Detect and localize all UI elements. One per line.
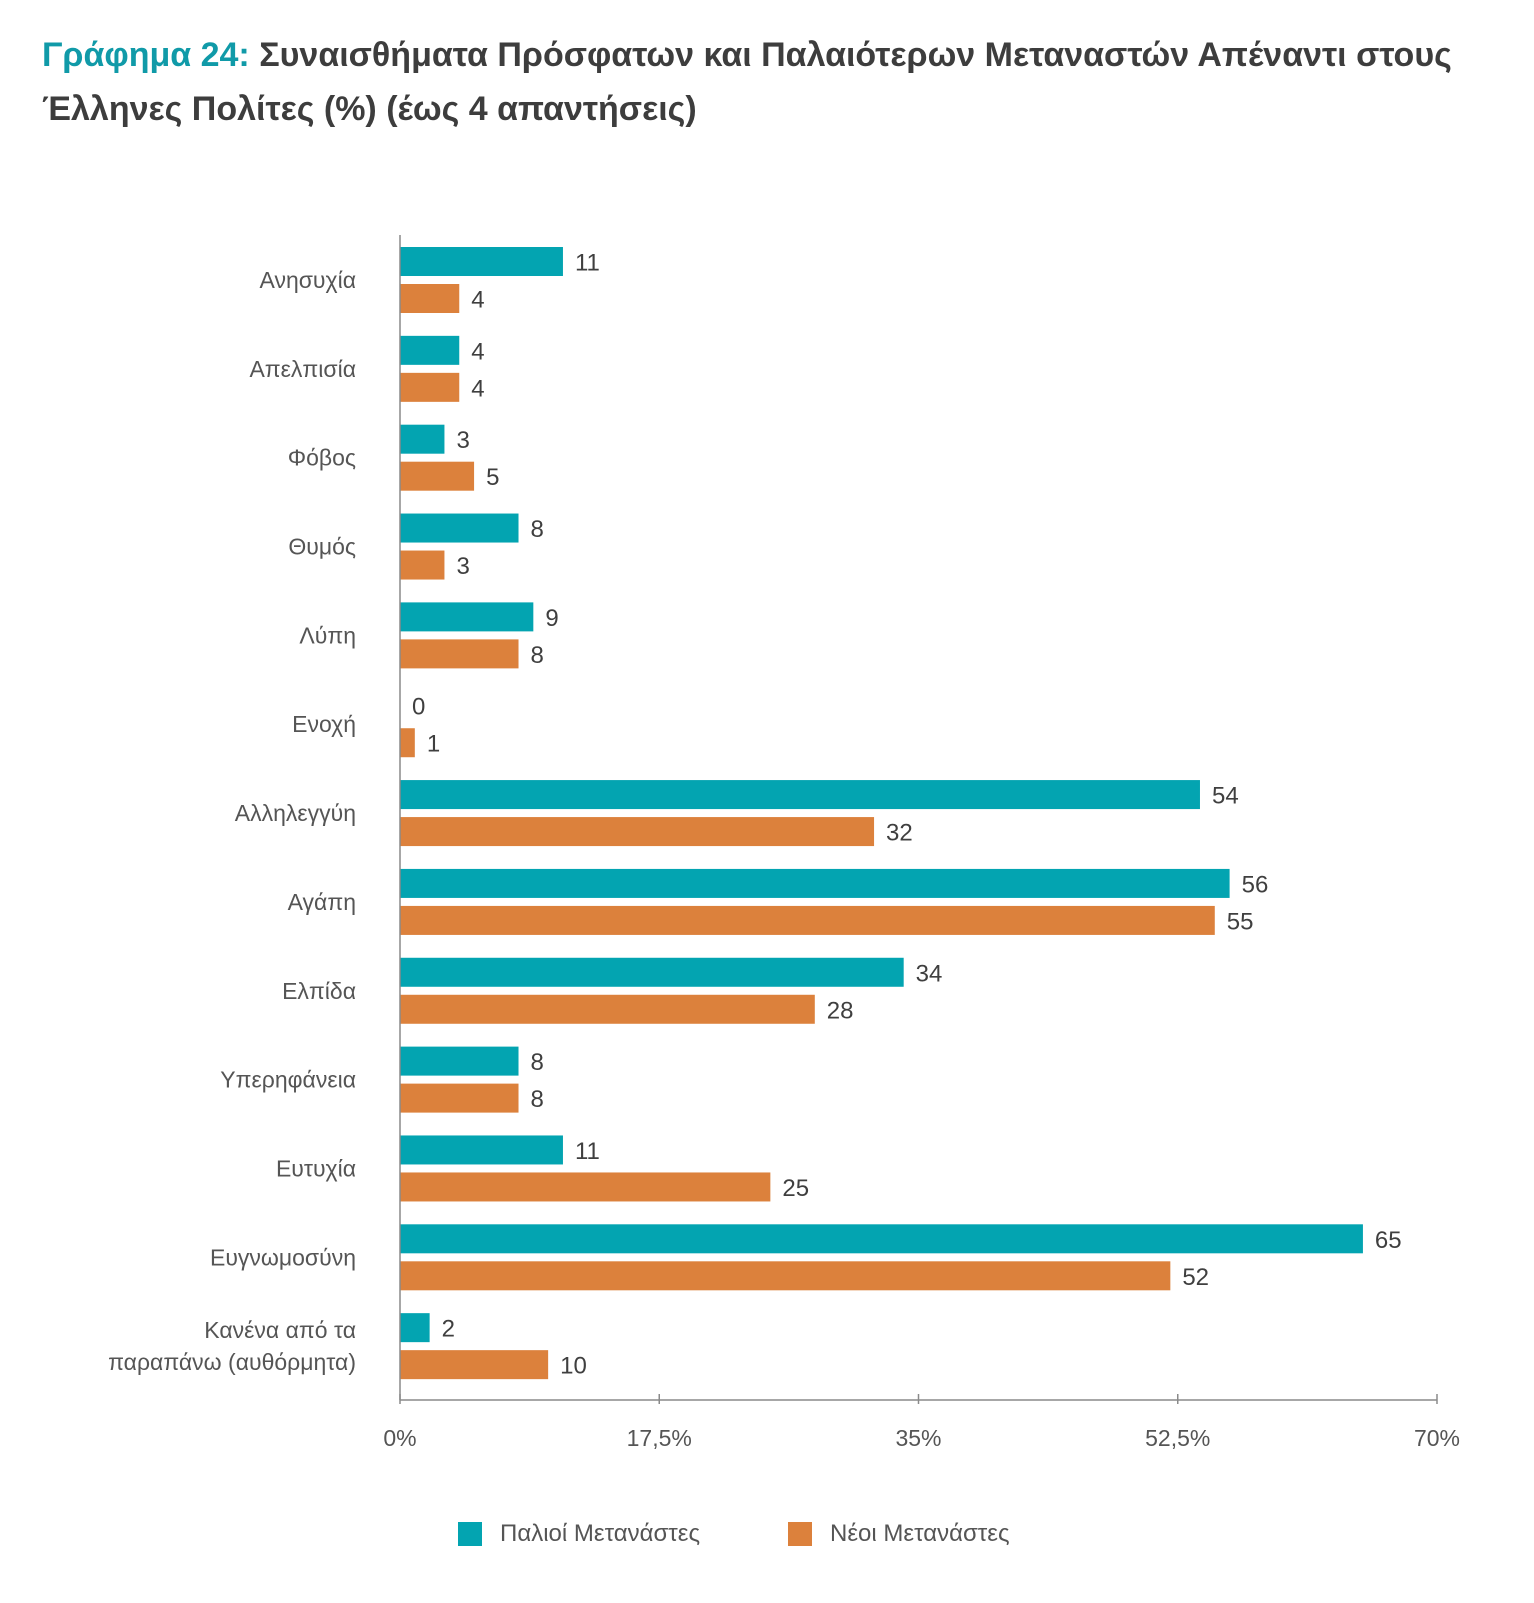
legend-label-new: Νέοι Μετανάστες [830,1520,1010,1547]
category-label: Αλληλεγγύη [235,800,356,826]
data-label-old: 3 [456,427,469,454]
bar-new [400,905,1215,935]
category-label: παραπάνω (αυθόρμητα) [108,1349,356,1375]
category-label: Ευγνωμοσύνη [210,1244,356,1270]
data-label-new: 5 [486,464,499,491]
bar-new [400,284,460,313]
data-label-old: 11 [575,250,600,277]
data-label-old: 9 [545,605,558,632]
data-label-old: 54 [1212,783,1239,810]
bar-old [400,1224,1363,1254]
data-label-new: 25 [782,1175,809,1202]
x-tick-label: 70% [1414,1425,1460,1451]
data-label-old: 2 [442,1316,455,1343]
bar-old [400,1046,519,1076]
bar-old [400,957,904,987]
category-label: Ευτυχία [276,1155,356,1181]
category-label: Ενοχή [292,711,356,737]
bar-new [400,639,519,669]
bar-new [400,1350,549,1380]
category-label: Ανησυχία [260,267,356,293]
bar-old [400,247,563,276]
x-tick-label: 52,5% [1145,1425,1210,1451]
bar-new [400,1083,519,1113]
data-label-old: 4 [471,338,484,365]
data-label-old: 0 [412,694,425,721]
x-tick-label: 35% [895,1425,941,1451]
category-label: Θυμός [288,534,356,560]
category-label: Απελπισία [249,356,356,382]
category-label: Κανένα από τα [204,1317,356,1343]
bar-new [400,372,460,402]
chart-title-prefix: Γράφημα 24: [42,36,250,74]
chart-title: Γράφημα 24: Συναισθήματα Πρόσφατων και Π… [42,28,1502,136]
data-label-new: 1 [427,731,440,758]
legend-item-new: Νέοι Μετανάστες [788,1520,1010,1548]
bar-chart: 114Ανησυχία44Απελπισία35Φόβος83Θυμός98Λύ… [108,235,1460,1451]
legend: Παλιοί Μετανάστες Νέοι Μετανάστες [0,1520,1534,1560]
data-label-new: 8 [531,1086,544,1113]
bar-old [400,335,460,365]
bar-new [400,1261,1171,1291]
category-label: Φόβος [288,445,356,471]
bar-old [400,602,534,632]
legend-swatch-old [458,1522,482,1546]
data-label-old: 8 [531,1049,544,1076]
data-label-new: 55 [1227,908,1254,935]
bar-new [400,550,445,580]
bar-new [400,1172,771,1202]
bar-old [400,1135,563,1165]
bar-new [400,994,815,1024]
data-label-new: 52 [1182,1264,1209,1291]
bar-old [400,868,1230,898]
data-label-old: 8 [531,516,544,543]
legend-swatch-new [788,1522,812,1546]
bar-old [400,424,445,454]
data-label-new: 4 [471,375,484,402]
data-label-new: 8 [531,642,544,669]
bar-old [400,1313,430,1343]
category-label: Αγάπη [288,889,356,915]
chart-title-text: Συναισθήματα Πρόσφατων και Παλαιότερων Μ… [42,36,1452,128]
category-label: Λύπη [299,622,356,648]
x-tick-label: 0% [383,1425,416,1451]
category-label: Ελπίδα [282,978,356,1004]
bar-old [400,780,1200,810]
data-label-old: 34 [916,960,943,987]
legend-label-old: Παλιοί Μετανάστες [500,1520,701,1547]
data-label-new: 32 [886,820,913,847]
x-tick-label: 17,5% [627,1425,692,1451]
bar-new [400,461,475,491]
bar-new [400,728,415,758]
data-label-new: 3 [456,553,469,580]
data-label-old: 65 [1375,1227,1402,1254]
data-label-new: 28 [827,997,854,1024]
bar-old [400,513,519,543]
data-label-old: 11 [575,1138,600,1165]
category-label: Υπερηφάνεια [220,1067,356,1093]
data-label-old: 56 [1242,871,1269,898]
bar-new [400,817,875,847]
data-label-new: 4 [471,287,484,314]
data-label-new: 10 [560,1353,587,1380]
legend-item-old: Παλιοί Μετανάστες [458,1520,700,1548]
